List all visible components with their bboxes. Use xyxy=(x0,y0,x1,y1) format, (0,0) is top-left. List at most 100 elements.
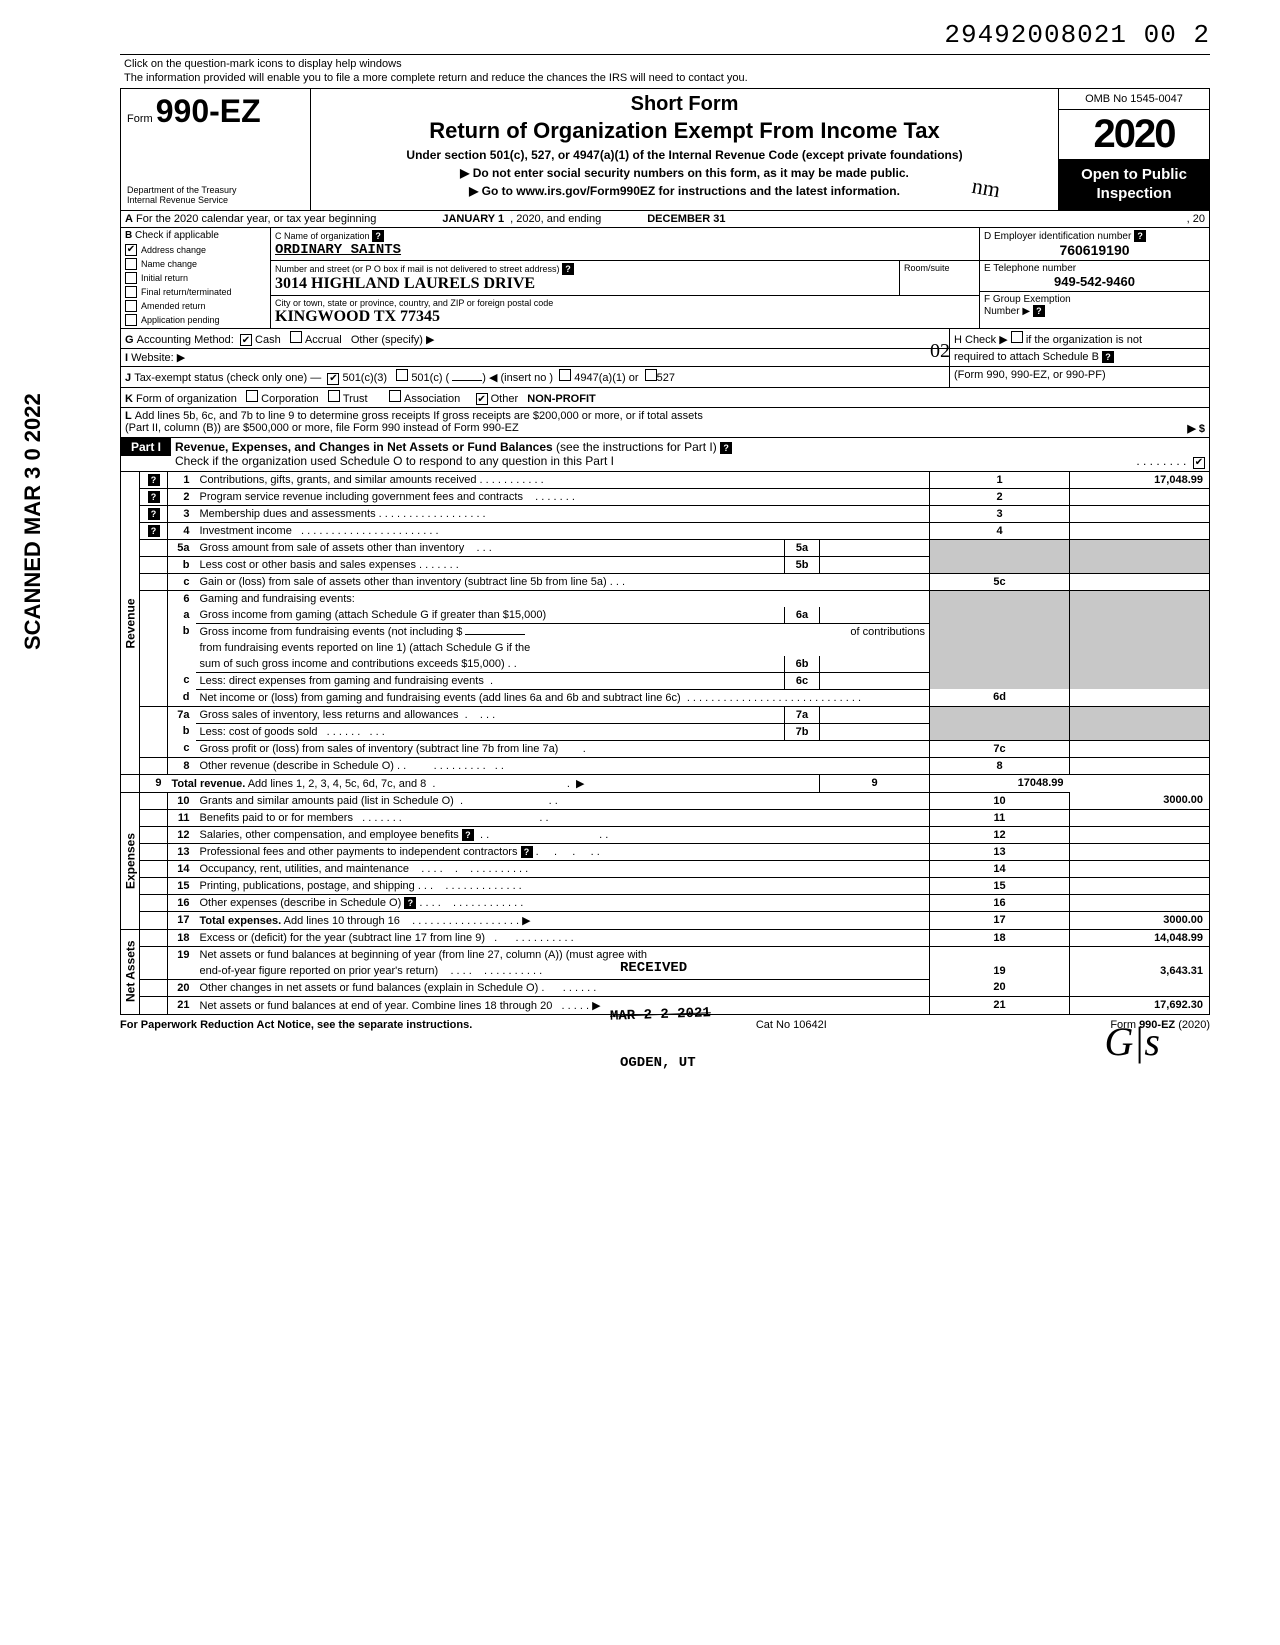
help-icon[interactable]: ? xyxy=(404,897,416,909)
line-num: 16 xyxy=(168,894,196,911)
expenses-section-label: Expenses xyxy=(121,792,140,929)
chk-sched-b[interactable] xyxy=(1011,331,1023,343)
chk-name-change[interactable]: Name change xyxy=(121,257,270,271)
help-line-1: Click on the question-mark icons to disp… xyxy=(124,57,1206,71)
line-7c-desc: Gross profit or (loss) from sales of inv… xyxy=(200,743,559,755)
chk-cash[interactable]: ✔ xyxy=(240,334,252,346)
line-8-amount xyxy=(1070,757,1210,774)
line-num: 6 xyxy=(168,590,196,607)
top-barcode-number: 29492008021 00 2 xyxy=(120,20,1210,50)
year-0: 0 xyxy=(1114,112,1134,156)
year-2: 2 xyxy=(1094,112,1114,156)
sub-label: 7a xyxy=(785,706,820,723)
help-icon[interactable]: ? xyxy=(462,829,474,841)
row-k-label: K xyxy=(125,393,133,405)
line-18-amount: 14,048.99 xyxy=(1070,929,1210,946)
line-8-desc: Other revenue (describe in Schedule O) xyxy=(200,760,394,772)
chk-other-org[interactable]: ✔ xyxy=(476,393,488,405)
city-label: City or town, state or province, country… xyxy=(275,298,975,308)
row-h-check: H Check ▶ xyxy=(954,334,1008,346)
line-2-amount xyxy=(1070,488,1210,505)
chk-501c3[interactable]: ✔ xyxy=(327,373,339,385)
line-20-amount xyxy=(1070,979,1210,996)
help-icon[interactable]: ? xyxy=(1134,230,1146,242)
line-14-amount xyxy=(1070,860,1210,877)
col-cde: C Name of organization ? ORDINARY SAINTS… xyxy=(271,228,979,328)
help-text-box: Click on the question-mark icons to disp… xyxy=(120,54,1210,89)
line-6a-desc: Gross income from gaming (attach Schedul… xyxy=(196,607,785,624)
opt-501c3: 501(c)(3) xyxy=(342,372,387,384)
header-right: OMB No 1545-0047 2020 Open to Public Ins… xyxy=(1059,89,1209,210)
chk-trust[interactable] xyxy=(328,390,340,402)
row-l-text2: (Part II, column (B)) are $500,000 or mo… xyxy=(125,422,519,434)
main-title: Return of Organization Exempt From Incom… xyxy=(321,118,1048,144)
chk-527[interactable] xyxy=(645,369,657,381)
chk-4947[interactable] xyxy=(559,369,571,381)
chk-amended[interactable]: Amended return xyxy=(121,299,270,313)
line-13-amount xyxy=(1070,843,1210,860)
omb-number: OMB No 1545-0047 xyxy=(1059,89,1209,110)
chk-final-return[interactable]: Final return/terminated xyxy=(121,285,270,299)
help-icon[interactable]: ? xyxy=(1102,351,1114,363)
tax-year: 2020 xyxy=(1059,110,1209,159)
room-suite: Room/suite xyxy=(899,261,979,295)
row-h-text2: if the organization is not xyxy=(1026,334,1142,346)
chk-501c[interactable] xyxy=(396,369,408,381)
chk-assoc[interactable] xyxy=(389,390,401,402)
line-num: 12 xyxy=(168,826,196,843)
help-icon[interactable]: ? xyxy=(521,846,533,858)
open-line1: Open to Public xyxy=(1061,165,1207,185)
line-1-desc: Contributions, gifts, grants, and simila… xyxy=(200,474,477,486)
website-label: Website: ▶ xyxy=(131,352,185,364)
help-icon[interactable]: ? xyxy=(1033,305,1045,317)
line-7b-desc: Less: cost of goods sold xyxy=(200,726,318,738)
subtitle-ssn: ▶ Do not enter social security numbers o… xyxy=(321,166,1048,180)
line-col: 2 xyxy=(930,488,1070,505)
line-12-amount xyxy=(1070,826,1210,843)
col-b-header: Check if applicable xyxy=(135,230,219,241)
revenue-section-label: Revenue xyxy=(121,472,140,775)
line-5a-desc: Gross amount from sale of assets other t… xyxy=(200,542,465,554)
line-col: 18 xyxy=(930,929,1070,946)
help-icon[interactable]: ? xyxy=(148,508,160,520)
help-icon[interactable]: ? xyxy=(148,525,160,537)
chk-corp[interactable] xyxy=(246,390,258,402)
help-icon[interactable]: ? xyxy=(148,491,160,503)
chk-address-change[interactable]: ✔Address change xyxy=(121,243,270,257)
open-line2: Inspection xyxy=(1061,184,1207,204)
opt-527: 527 xyxy=(657,372,675,384)
line-5b-desc: Less cost or other basis and sales expen… xyxy=(200,559,416,571)
chk-label: Name change xyxy=(141,259,197,269)
col-right: D Employer identification number ? 76061… xyxy=(979,228,1209,328)
line-6b-desc4: sum of such gross income and contributio… xyxy=(200,658,505,670)
scanned-stamp: SCANNED MAR 3 0 2022 xyxy=(20,393,46,650)
line-11-desc: Benefits paid to or for members xyxy=(200,812,353,824)
line-col: 20 xyxy=(930,979,1070,996)
help-icon[interactable]: ? xyxy=(562,263,574,275)
subtitle-goto: ▶ Go to www.irs.gov/Form990EZ for instru… xyxy=(321,184,1048,198)
handwritten-initials: G|s xyxy=(1105,1018,1160,1065)
chk-accrual[interactable] xyxy=(290,331,302,343)
chk-label: Final return/terminated xyxy=(141,287,232,297)
help-icon[interactable]: ? xyxy=(720,442,732,454)
line-3-desc: Membership dues and assessments xyxy=(200,508,376,520)
org-city: KINGWOOD TX 77345 xyxy=(275,308,975,326)
chk-initial-return[interactable]: Initial return xyxy=(121,271,270,285)
group-exempt-number: Number ▶ xyxy=(984,306,1030,317)
row-k: K Form of organization Corporation Trust… xyxy=(120,388,1210,409)
line-num: d xyxy=(168,689,196,706)
line-num: 1 xyxy=(168,472,196,489)
row-k-text: Form of organization xyxy=(136,393,237,405)
org-name: ORDINARY SAINTS xyxy=(275,242,975,258)
line-17-amount: 3000.00 xyxy=(1070,911,1210,929)
handwritten-initial: nm xyxy=(970,173,1002,203)
row-l-text1: Add lines 5b, 6c, and 7b to line 9 to de… xyxy=(135,410,703,422)
chk-schedule-o[interactable]: ✔ xyxy=(1193,457,1205,469)
ein-label: D Employer identification number xyxy=(984,231,1131,242)
checkbox-icon xyxy=(125,272,137,284)
chk-app-pending[interactable]: Application pending xyxy=(121,313,270,327)
help-icon[interactable]: ? xyxy=(148,474,160,486)
help-icon[interactable]: ? xyxy=(372,230,384,242)
line-col: 3 xyxy=(930,505,1070,522)
row-a-text1: For the 2020 calendar year, or tax year … xyxy=(136,213,376,225)
